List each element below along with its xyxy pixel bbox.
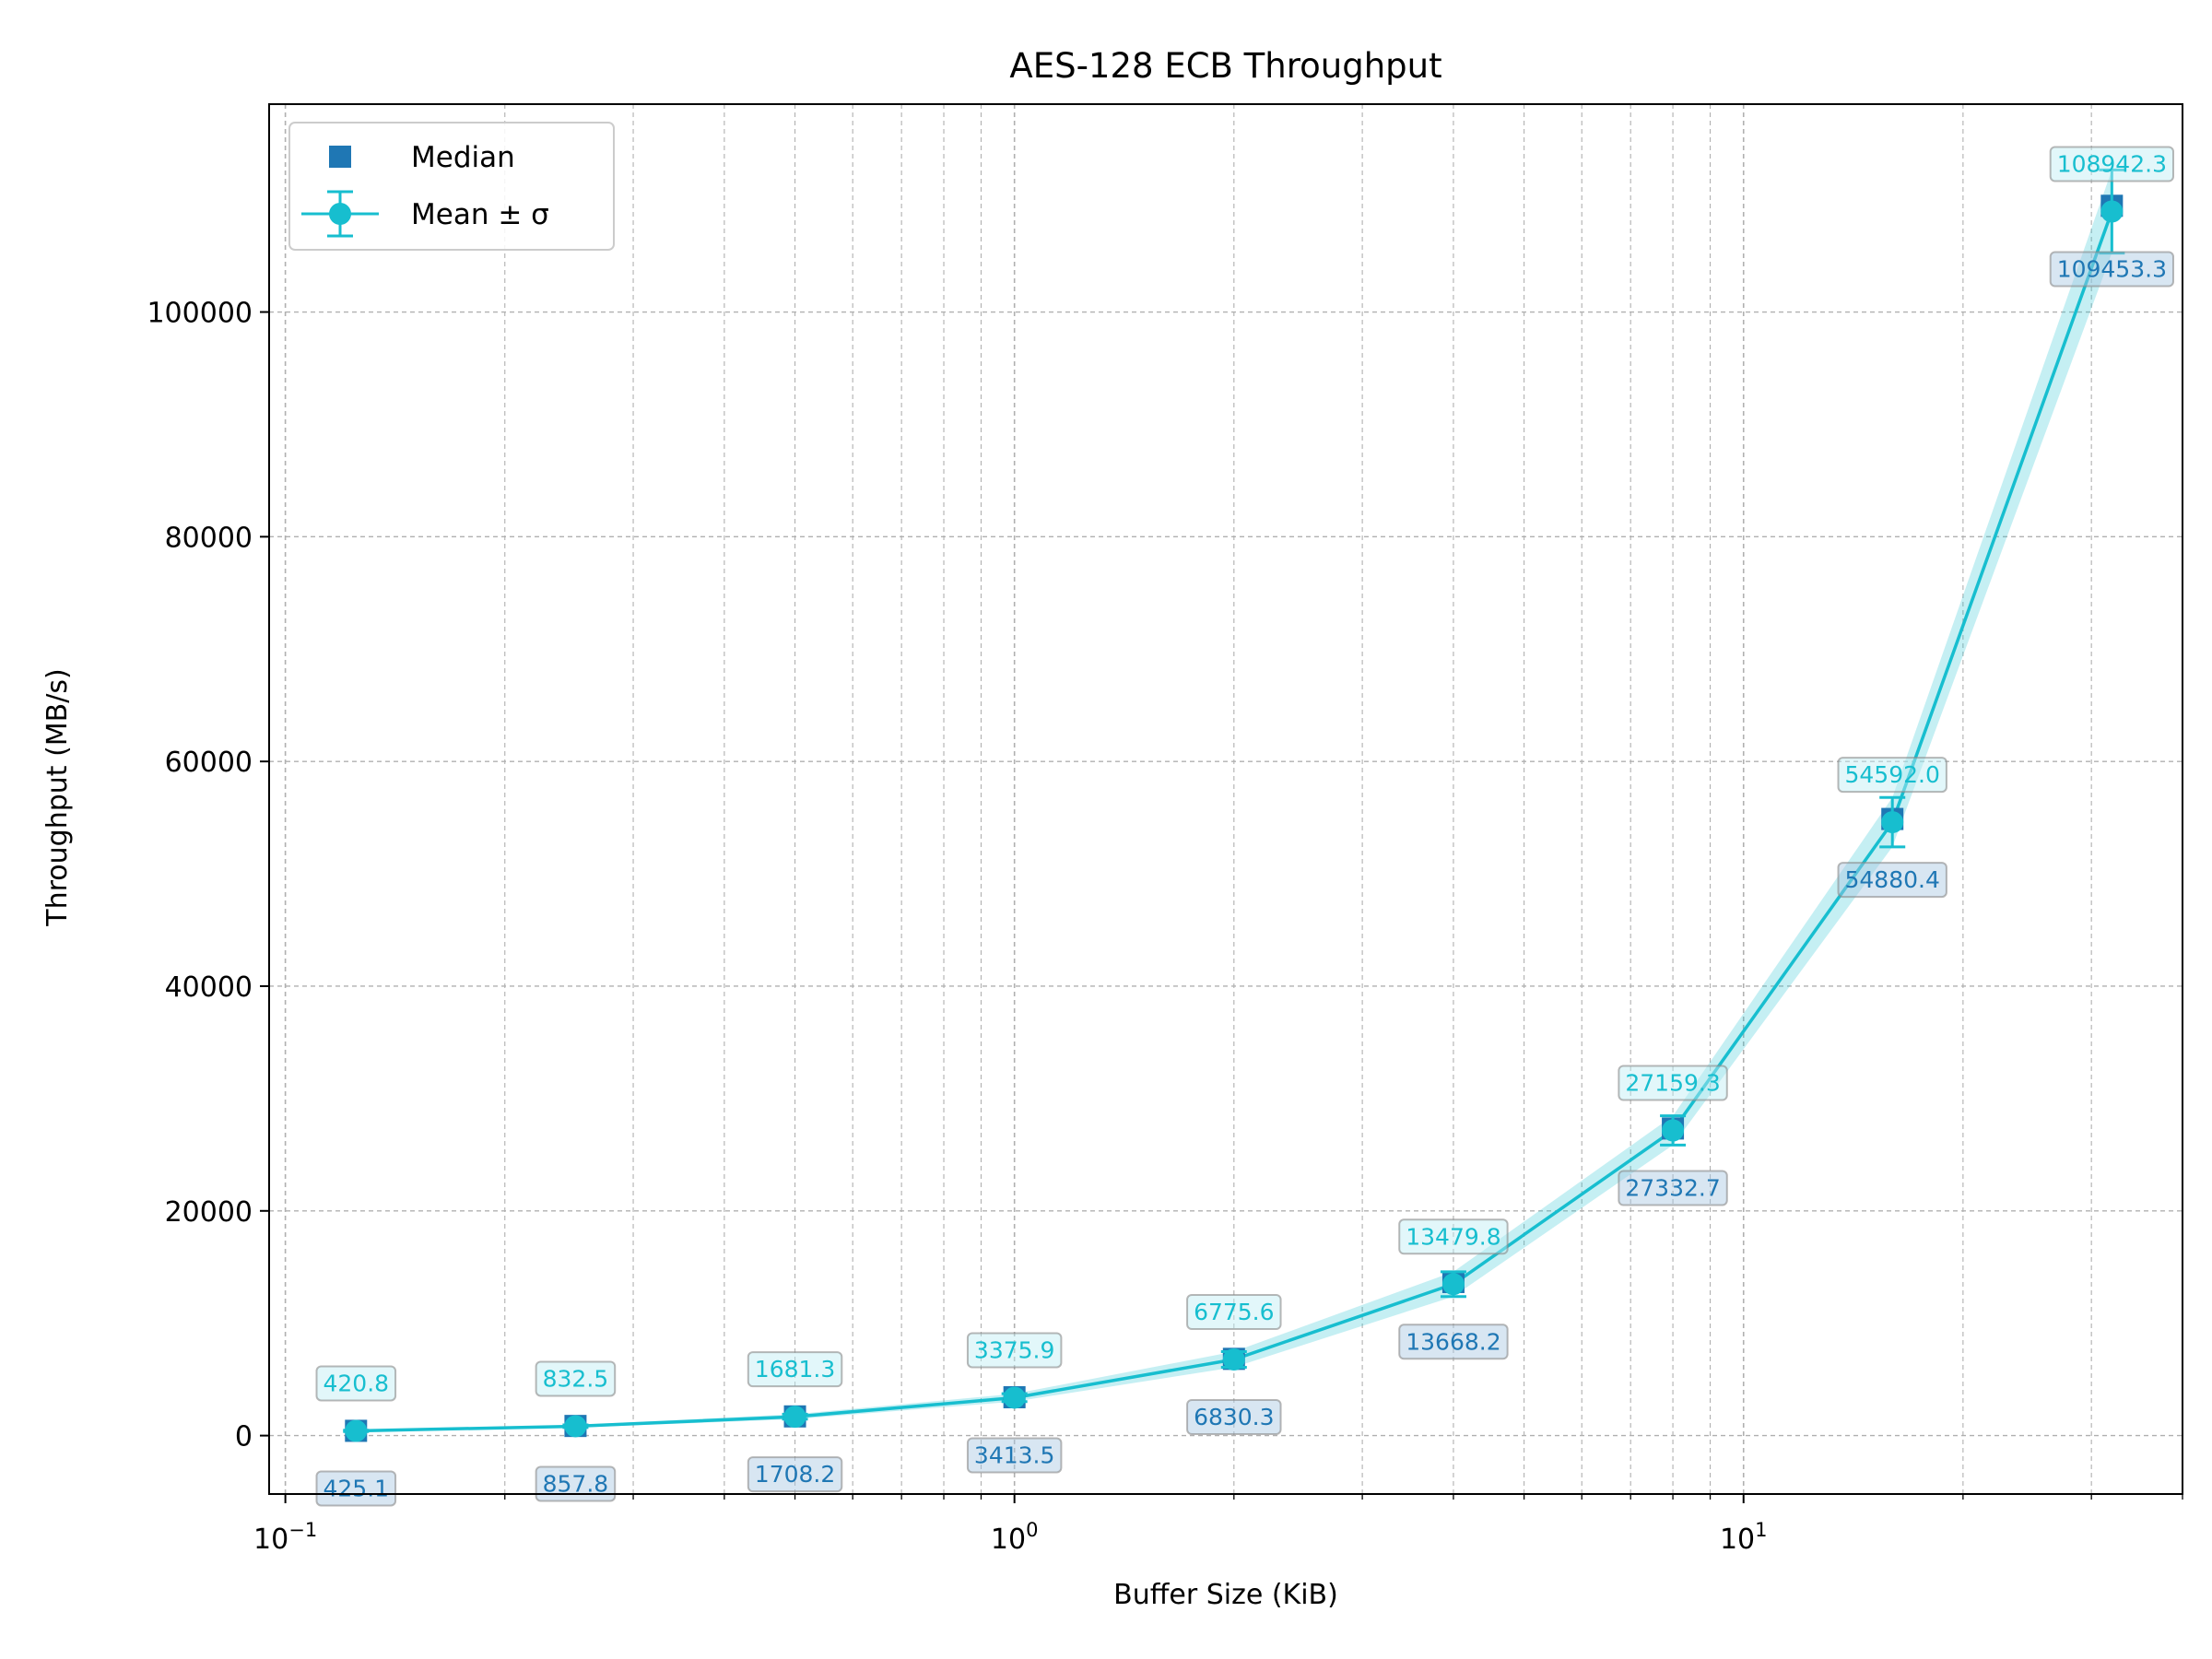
chart-title: AES-128 ECB Throughput xyxy=(1009,46,1441,86)
x-axis-label: Buffer Size (KiB) xyxy=(1113,1579,1338,1611)
median-data-label-group: 3413.5 xyxy=(966,1437,1063,1474)
median-data-label: 54880.4 xyxy=(1845,866,1940,893)
median-data-label: 27332.7 xyxy=(1625,1175,1720,1202)
median-data-label: 3413.5 xyxy=(974,1441,1054,1468)
mean-data-label: 54592.0 xyxy=(1845,761,1940,788)
legend: Median Mean ± σ xyxy=(288,122,615,251)
y-tick-label: 100000 xyxy=(147,298,253,330)
ticks: 10−1 100 101 0 20000 40000 60000 80000 100000 xyxy=(147,298,2183,1556)
median-data-label-group: 6830.3 xyxy=(1186,1399,1282,1436)
mean-data-label-box xyxy=(315,1365,397,1402)
legend-median-label: Median xyxy=(411,141,515,174)
mean-data-label-group: 108942.3 xyxy=(2049,146,2174,182)
mean-marker xyxy=(1222,1348,1245,1371)
legend-mean-circle-icon xyxy=(329,203,351,225)
y-tick-label: 80000 xyxy=(165,522,253,554)
median-data-label: 857.8 xyxy=(543,1470,609,1497)
mean-marker xyxy=(783,1406,806,1429)
data-labels: 420.8 425.1 832.5 857.8 1681.3 1708.2 3375.9 34… xyxy=(315,146,2174,1507)
median-data-label: 109453.3 xyxy=(2057,256,2167,283)
y-tick-label: 40000 xyxy=(165,971,253,1004)
mean-data-label-group: 54592.0 xyxy=(1837,757,1947,794)
mean-data-label-group: 420.8 xyxy=(315,1365,397,1402)
mean-data-label: 832.5 xyxy=(543,1365,609,1392)
median-data-label: 13668.2 xyxy=(1406,1328,1500,1355)
median-data-label-box xyxy=(1837,862,1947,899)
plot-frame xyxy=(268,103,2183,1495)
median-data-label-group: 425.1 xyxy=(315,1470,397,1507)
mean-data-label: 108942.3 xyxy=(2057,151,2167,178)
median-data-label-box xyxy=(315,1470,397,1507)
mean-data-label: 27159.3 xyxy=(1625,1070,1720,1097)
mean-marker xyxy=(345,1419,368,1442)
mean-data-label: 3375.9 xyxy=(974,1336,1054,1363)
mean-marker xyxy=(564,1415,587,1438)
legend-box xyxy=(288,122,615,251)
median-data-label: 6830.3 xyxy=(1194,1404,1274,1430)
y-tick-label: 60000 xyxy=(165,747,253,779)
median-data-label-group: 13668.2 xyxy=(1398,1324,1509,1360)
median-data-label-group: 1708.2 xyxy=(747,1456,843,1493)
mean-data-label-box xyxy=(1398,1218,1509,1255)
mean-data-label-box xyxy=(1618,1065,1728,1101)
median-data-label: 1708.2 xyxy=(755,1461,835,1488)
mean-data-label-box xyxy=(535,1360,617,1397)
mean-data-label-box xyxy=(966,1332,1063,1369)
median-data-label-box xyxy=(966,1437,1063,1474)
mean-marker xyxy=(1003,1386,1026,1409)
mean-marker xyxy=(1662,1119,1685,1142)
mean-data-label: 420.8 xyxy=(323,1370,389,1396)
median-data-label-box xyxy=(1186,1399,1282,1436)
mean-data-label: 1681.3 xyxy=(755,1356,835,1382)
mean-data-label-box xyxy=(1186,1294,1282,1331)
y-tick-label: 20000 xyxy=(165,1196,253,1229)
mean-data-label-group: 3375.9 xyxy=(966,1332,1063,1369)
x-tick-label: 10−1 xyxy=(253,1519,317,1556)
mean-data-label-box xyxy=(2049,146,2174,182)
mean-data-label: 13479.8 xyxy=(1406,1223,1500,1250)
mean-data-label-group: 1681.3 xyxy=(747,1351,843,1388)
median-data-label-box xyxy=(2049,251,2174,288)
y-tick-label: 0 xyxy=(235,1421,253,1453)
mean-data-label-box xyxy=(747,1351,843,1388)
mean-data-label: 6775.6 xyxy=(1194,1299,1274,1325)
median-data-label-group: 109453.3 xyxy=(2049,251,2174,288)
median-data-label-box xyxy=(535,1465,617,1502)
legend-mean-label: Mean ± σ xyxy=(411,198,549,231)
x-tick-label: 100 xyxy=(991,1519,1039,1556)
median-data-label: 425.1 xyxy=(323,1475,389,1501)
series xyxy=(343,168,2125,1442)
mean-marker xyxy=(1881,811,1904,834)
median-data-label-group: 54880.4 xyxy=(1837,862,1947,899)
mean-data-label-group: 6775.6 xyxy=(1186,1294,1282,1331)
legend-median-square-icon xyxy=(329,146,351,168)
mean-marker xyxy=(1441,1273,1465,1296)
median-data-label-group: 857.8 xyxy=(535,1465,617,1502)
y-axis-label: Throughput (MB/s) xyxy=(41,668,74,926)
grid xyxy=(269,104,2183,1494)
median-data-label-box xyxy=(1398,1324,1509,1360)
mean-data-label-group: 13479.8 xyxy=(1398,1218,1509,1255)
mean-marker xyxy=(2100,200,2124,223)
median-data-label-box xyxy=(747,1456,843,1493)
median-data-label-box xyxy=(1618,1170,1728,1206)
mean-data-label-group: 27159.3 xyxy=(1618,1065,1728,1101)
x-tick-label: 101 xyxy=(1720,1519,1768,1556)
mean-data-label-box xyxy=(1837,757,1947,794)
median-data-label-group: 27332.7 xyxy=(1618,1170,1728,1206)
mean-data-label-group: 832.5 xyxy=(535,1360,617,1397)
